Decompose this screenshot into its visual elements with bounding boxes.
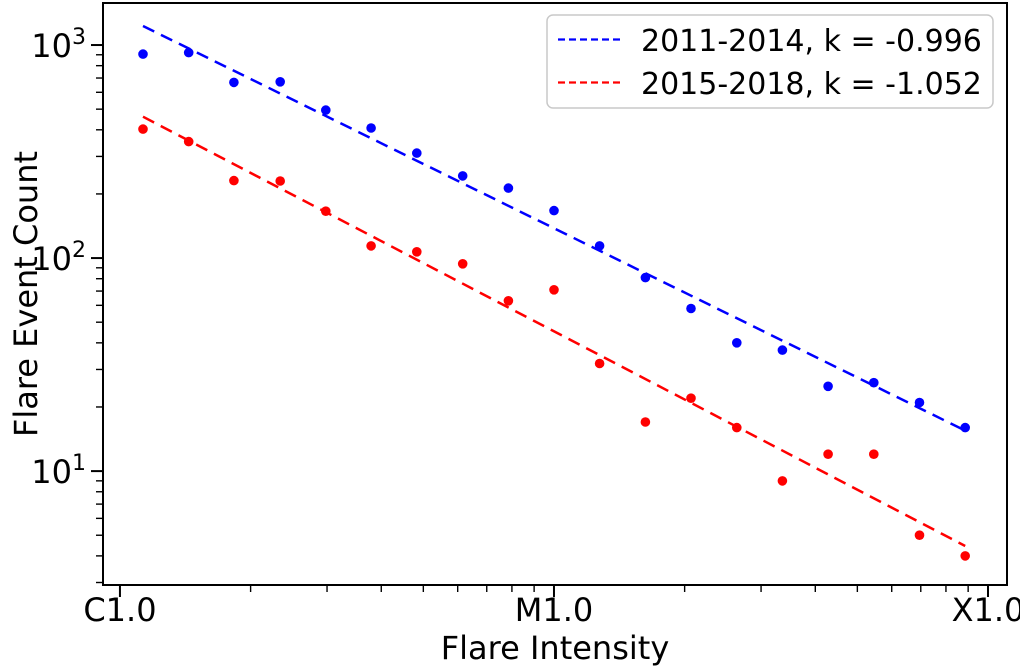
data-point [640,417,651,427]
data-point [869,449,879,460]
data-point [777,476,788,486]
data-point [275,77,286,87]
series-2015-2018 [138,124,970,561]
legend-box [546,14,994,109]
data-point [914,530,925,540]
plot-area [138,24,970,561]
data-point [503,183,514,193]
y-tick-label: 101 [31,451,86,491]
data-point [732,338,742,348]
data-point [366,123,376,133]
data-point [183,136,194,147]
data-point [321,105,331,115]
fit-line-2011-2014 [142,24,966,432]
data-point [640,272,651,283]
data-point [960,551,970,561]
axes: C1.0 M1.0 X1.0 101 102 103 [31,2,1020,629]
y-tick-label: 102 [31,238,86,278]
axes-spines [102,2,1008,586]
data-point [366,241,376,251]
data-point [183,47,194,58]
data-point [594,358,605,369]
data-point [457,259,468,269]
x-axis-label: Flare Intensity [441,629,670,666]
data-point [229,77,239,88]
legend-label-2015-2018: 2015-2018, k = -1.052 [641,67,982,102]
y-tick-label: 103 [31,25,86,65]
x-tick-label: X1.0 [952,591,1020,629]
legend: 2011-2014, k = -0.996 2015-2018, k = -1.… [546,14,994,109]
data-point [686,393,696,404]
data-point [549,205,559,216]
y-axis-label: Flare Event Count [7,151,45,437]
data-point [503,296,514,306]
data-point [914,397,925,408]
data-point [412,247,422,257]
data-point [732,422,742,433]
data-point [777,345,788,355]
data-point [823,449,833,460]
data-point [686,303,696,314]
data-point [321,206,331,216]
data-point [138,49,148,59]
data-point [457,171,468,181]
data-point [823,381,833,392]
series-2011-2014 [138,47,970,433]
data-point [138,124,148,134]
data-point [275,176,286,186]
data-point [594,241,605,251]
x-tick-label: C1.0 [83,591,156,629]
data-point [229,175,239,186]
fit-line-2015-2018 [142,115,966,548]
x-tick-label: M1.0 [515,591,594,629]
legend-label-2011-2014: 2011-2014, k = -0.996 [641,24,982,59]
data-point [412,148,422,158]
data-point [869,377,879,388]
data-point [549,285,559,295]
data-point [960,422,970,433]
